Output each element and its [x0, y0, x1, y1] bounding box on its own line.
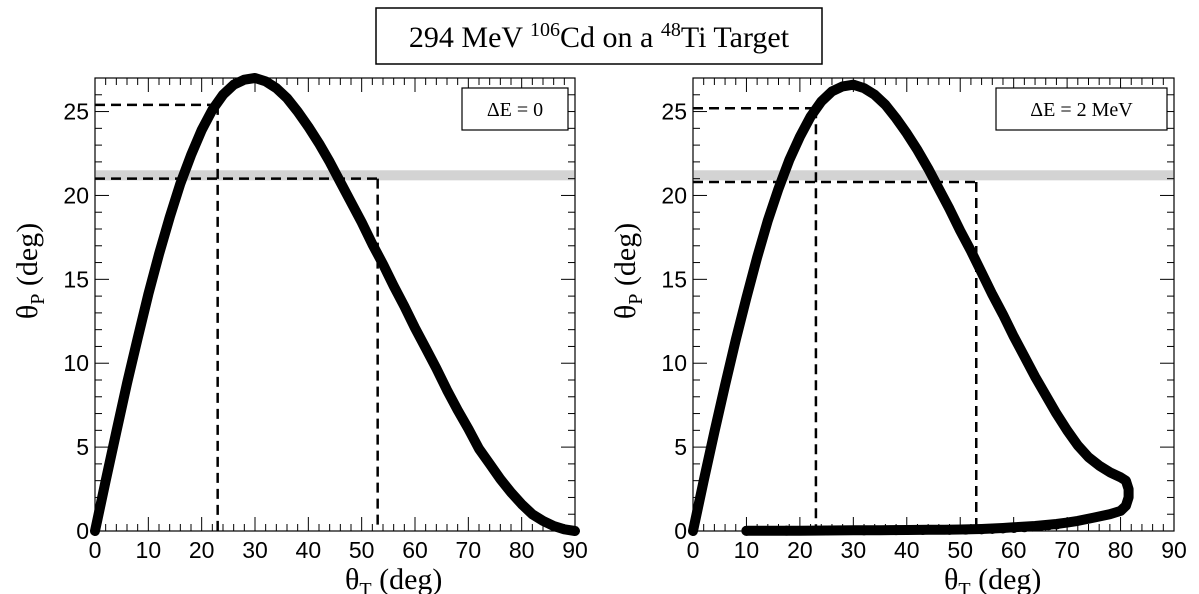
- x-tick-label: 30: [242, 537, 268, 563]
- y-tick-label: 20: [661, 182, 687, 208]
- kinematic-curve: [688, 79, 1134, 536]
- x-tick-label: 20: [189, 537, 215, 563]
- x-tick-label: 0: [89, 537, 102, 563]
- legend-box: [461, 87, 569, 131]
- legend-text: ΔE = 0: [487, 99, 543, 121]
- y-tick-label: 0: [76, 518, 89, 544]
- x-tick-label: 70: [456, 537, 482, 563]
- data-point: [859, 525, 870, 536]
- data-point: [891, 525, 902, 536]
- x-tick-label: 70: [1054, 537, 1080, 563]
- data-point: [781, 525, 792, 536]
- kinematic-curve: [90, 73, 580, 536]
- x-tick-label: 30: [841, 537, 867, 563]
- left-panel: 0 10 20 30 40 50 60 70 80 90 0 5 10 15 20 25 θT (deg) θP …: [11, 73, 588, 594]
- x-axis-label: θT (deg): [345, 563, 442, 594]
- data-point: [944, 524, 955, 535]
- data-point: [1035, 520, 1046, 531]
- x-tick-label: 20: [787, 537, 813, 563]
- x-tick-label: 90: [562, 537, 588, 563]
- y-tick-label: 5: [674, 434, 687, 460]
- y-tick-label: 10: [63, 350, 89, 376]
- x-tick-label: 0: [687, 537, 700, 563]
- y-tick-label: 0: [674, 518, 687, 544]
- data-point: [917, 524, 928, 535]
- y-axis-label: θP (deg): [609, 223, 647, 319]
- y-tick-label: 15: [661, 266, 687, 292]
- right-panel: 0 10 20 30 40 50 60 70 80 90 0 5 10 15 20 25 θT (deg) θP …: [609, 77, 1187, 594]
- y-tick-label: 25: [63, 99, 89, 125]
- data-point: [987, 523, 998, 534]
- plot-frame: [94, 77, 576, 532]
- data-point: [1027, 521, 1038, 532]
- x-tick-label: 90: [1161, 537, 1187, 563]
- legend-text: ΔE = 2 MeV: [1030, 99, 1133, 121]
- data-point: [1051, 519, 1062, 530]
- x-tick-label: 80: [509, 537, 535, 563]
- x-tick-label: 80: [1108, 537, 1134, 563]
- x-tick-label: 50: [947, 537, 973, 563]
- data-point: [821, 525, 832, 536]
- y-tick-label: 5: [76, 434, 89, 460]
- x-axis-label: θT (deg): [944, 563, 1041, 594]
- x-tick-label: 50: [349, 537, 375, 563]
- legend-box: [995, 87, 1168, 131]
- y-tick-label: 25: [661, 99, 687, 125]
- data-point: [960, 524, 971, 535]
- y-tick-label: 10: [661, 350, 687, 376]
- data-point: [976, 524, 987, 535]
- y-tick-label: 20: [63, 182, 89, 208]
- data-point: [997, 523, 1008, 534]
- chart-title: 294 MeV 106Cd on a 48Ti Target: [409, 19, 790, 54]
- x-tick-label: 40: [296, 537, 322, 563]
- x-tick-label: 60: [1001, 537, 1027, 563]
- x-tick-label: 10: [734, 537, 760, 563]
- data-point: [1043, 520, 1054, 531]
- x-tick-label: 40: [894, 537, 920, 563]
- data-point: [741, 525, 752, 536]
- x-tick-label: 60: [402, 537, 428, 563]
- x-tick-label: 10: [136, 537, 162, 563]
- y-tick-label: 15: [63, 266, 89, 292]
- y-axis-label: θP (deg): [11, 223, 49, 319]
- data-point: [1019, 522, 1030, 533]
- title-box: [375, 7, 823, 65]
- data-point: [1008, 522, 1019, 533]
